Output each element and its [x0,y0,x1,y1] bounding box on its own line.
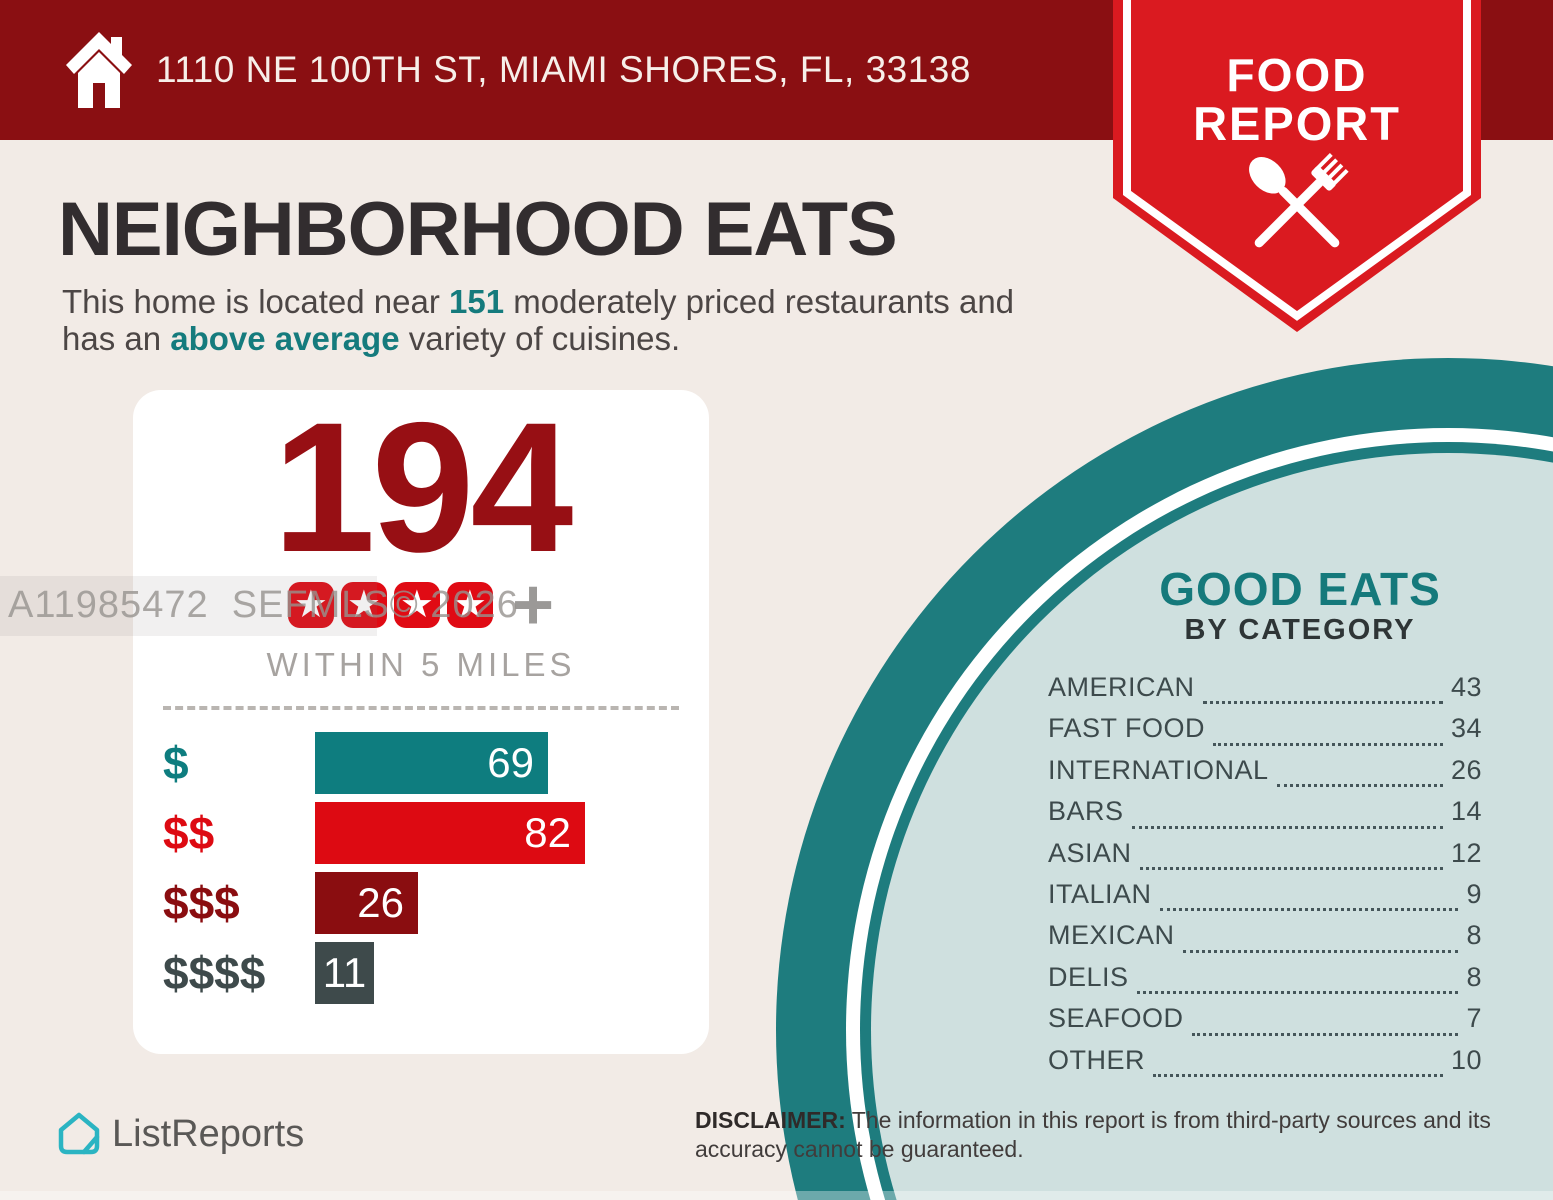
category-value: 8 [1466,961,1482,992]
category-row: DELIS 8 [1048,962,1482,1003]
dot-leader [1136,991,1459,995]
good-eats-category-list: AMERICAN 43 FAST FOOD 34 INTERNATIONAL 26 B… [1048,672,1482,1086]
category-row: SEAFOOD 7 [1048,1003,1482,1044]
price-tier-bar-chart: $ 69 $$ 82 $$$ 26 $$$$ 11 [133,732,709,1004]
good-eats-subtitle: BY CATEGORY [1184,614,1416,646]
ribbon-line2: REPORT [1193,97,1401,150]
property-address: 1110 NE 100TH ST, MIAMI SHORES, FL, 3313… [156,49,971,90]
star-icon [446,582,493,628]
price-tier-label: $$ [163,807,215,859]
category-label: SEAFOOD [1048,1003,1184,1034]
food-report-ribbon: FOOD REPORT [1113,0,1481,332]
category-label: BARS [1048,796,1124,827]
category-label: AMERICAN [1048,672,1195,702]
category-label: INTERNATIONAL [1048,754,1269,785]
page-title: NEIGHBORHOOD EATS [58,187,898,272]
disclaimer: DISCLAIMER: The information in this repo… [695,1106,1495,1164]
bar-price-4: 11 [315,942,374,1004]
subtitle-text: variety of cuisines. [399,320,681,357]
category-value: 26 [1450,754,1482,785]
watermark-strip [0,576,377,636]
listreports-wordmark: ListReports [112,1112,305,1155]
bar-row-price-2: $$ 82 [133,802,709,864]
dot-leader [1139,866,1443,870]
category-label: FAST FOOD [1048,713,1206,744]
category-value: 43 [1450,672,1482,702]
category-row: ITALIAN 9 [1048,879,1482,920]
listreports-logo: ListReports [56,1110,304,1158]
disclaimer-label: DISCLAIMER: [695,1107,846,1133]
bar-value: 69 [487,739,534,786]
star-icon [287,582,334,628]
bar-price-3: 26 [315,872,418,934]
variety-highlight: above average [170,320,400,357]
bar-price-2: 82 [315,802,585,864]
rating-stars-row: + [133,565,709,645]
mls-watermark: A11985472 SEFMLS© 2026 [8,584,519,626]
dashed-divider [163,706,679,710]
page-subtitle: This home is located near 151 moderately… [62,283,1014,357]
bar-price-1: 69 [315,732,548,794]
category-value: 12 [1450,837,1482,868]
category-label: ASIAN [1048,837,1132,868]
category-row: INTERNATIONAL 26 [1048,755,1482,796]
restaurant-count-highlight: 151 [449,283,505,320]
dot-leader [1213,742,1443,746]
category-label: DELIS [1048,961,1129,992]
bar-value: 11 [322,949,367,996]
category-value: 8 [1466,920,1482,951]
home-icon [66,32,132,108]
listreports-house-icon [58,1112,100,1155]
category-row: AMERICAN 43 [1048,672,1482,713]
category-value: 10 [1450,1044,1482,1075]
disclaimer-text: The information in this report is from t… [695,1107,1491,1162]
category-row: ASIAN 12 [1048,838,1482,879]
dot-leader [1159,908,1459,912]
restaurant-total-count: 194 [272,385,574,591]
subtitle-text: This home is located near [62,283,450,320]
category-row: OTHER 10 [1048,1045,1482,1086]
category-label: ITALIAN [1048,878,1152,909]
category-row: MEXICAN 8 [1048,920,1482,961]
star-icon [340,582,387,628]
bar-value: 26 [357,879,404,926]
price-tier-label: $ [163,737,189,789]
star-icon [393,582,440,628]
subtitle-line1: This home is located near 151 moderately… [62,283,1014,320]
dot-leader [1153,1073,1443,1077]
category-value: 14 [1450,796,1482,827]
subtitle-line2: has an above average variety of cuisines… [62,320,1014,357]
category-value: 34 [1450,713,1482,744]
restaurant-stats-card: 194 + WITHIN 5 MILES $ 69 $$ 82 $$$ 26 [133,390,709,1054]
bottom-edge-strip [0,1191,1553,1200]
price-tier-label: $$$$ [163,947,266,999]
category-row: FAST FOOD 34 [1048,713,1482,754]
category-label: MEXICAN [1048,920,1175,951]
bar-row-price-1: $ 69 [133,732,709,794]
category-value: 9 [1466,878,1482,909]
subtitle-text: moderately priced restaurants and [504,283,1015,320]
subtitle-text: has an [62,320,171,357]
dot-leader [1276,784,1443,788]
category-value: 7 [1466,1003,1482,1034]
dot-leader [1191,1032,1459,1036]
good-eats-title: GOOD EATS [1159,563,1441,615]
dot-leader [1202,701,1443,705]
price-tier-label: $$$ [163,877,240,929]
bar-value: 82 [524,809,571,856]
dot-leader [1131,825,1443,829]
category-row: BARS 14 [1048,796,1482,837]
spoon-fork-icon [1249,153,1349,248]
within-miles-label: WITHIN 5 MILES [266,646,576,683]
plus-icon: + [511,565,555,645]
category-label: OTHER [1048,1044,1145,1075]
bar-row-price-3: $$$ 26 [133,872,709,934]
ribbon-line1: FOOD [1227,49,1368,101]
ribbon-border [1123,0,1471,321]
dot-leader [1182,949,1459,953]
bar-row-price-4: $$$$ 11 [133,942,709,1004]
